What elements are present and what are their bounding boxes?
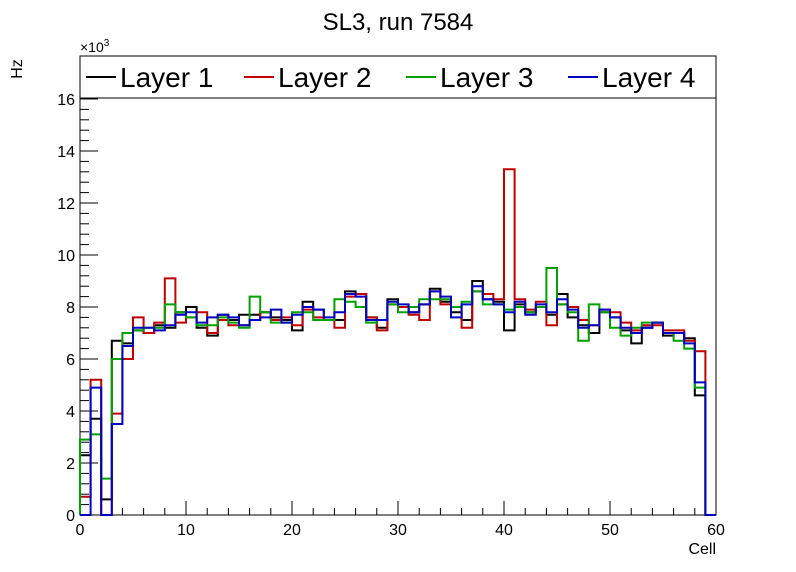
y-tick-label: 6 [66,352,75,369]
y-tick-label: 10 [57,248,75,265]
x-tick-label: 20 [283,522,301,539]
y-tick-label: 14 [57,144,75,161]
legend-item-layer-4: Layer 4 [568,62,695,93]
y-tick-label: 2 [66,456,75,473]
y-multiplier-exponent: 3 [104,38,110,49]
y-tick-label: 12 [57,196,75,213]
legend-label: Layer 2 [278,62,371,93]
x-tick-label: 40 [495,522,513,539]
plot-frame [79,59,717,516]
x-tick-label: 0 [76,522,85,539]
chart-title: SL3, run 7584 [323,9,474,36]
axis-ticks: 0 10 20 30 40 50 60 0 2 4 6 8 10 12 14 16 [57,67,725,539]
x-tick-label: 60 [707,522,725,539]
x-tick-label: 50 [601,522,619,539]
y-axis-label: Hz [9,59,26,79]
legend-item-layer-2: Layer 2 [244,62,371,93]
legend: Layer 1 Layer 2 Layer 3 Layer 4 [79,55,717,99]
series-line-layer-3 [79,267,716,516]
x-tick-label: 30 [389,522,407,539]
y-multiplier-base: ×10 [80,39,104,55]
y-tick-label: 0 [66,508,75,525]
legend-items: Layer 1 Layer 2 Layer 3 Layer 4 [86,62,695,93]
y-tick-label: 4 [66,404,75,421]
legend-item-layer-3: Layer 3 [406,62,533,93]
y-tick-label: 8 [66,300,75,317]
legend-box [79,55,717,99]
plot-area [79,59,717,516]
legend-label: Layer 4 [602,62,695,93]
legend-label: Layer 3 [440,62,533,93]
x-tick-label: 10 [177,522,195,539]
series-line-layer-4 [80,285,716,516]
series-group [79,168,716,516]
y-multiplier: ×103 [80,38,110,55]
x-axis-label: Cell [688,541,716,558]
y-tick-label: 16 [57,92,75,109]
legend-label: Layer 1 [120,62,213,93]
legend-item-layer-1: Layer 1 [86,62,213,93]
